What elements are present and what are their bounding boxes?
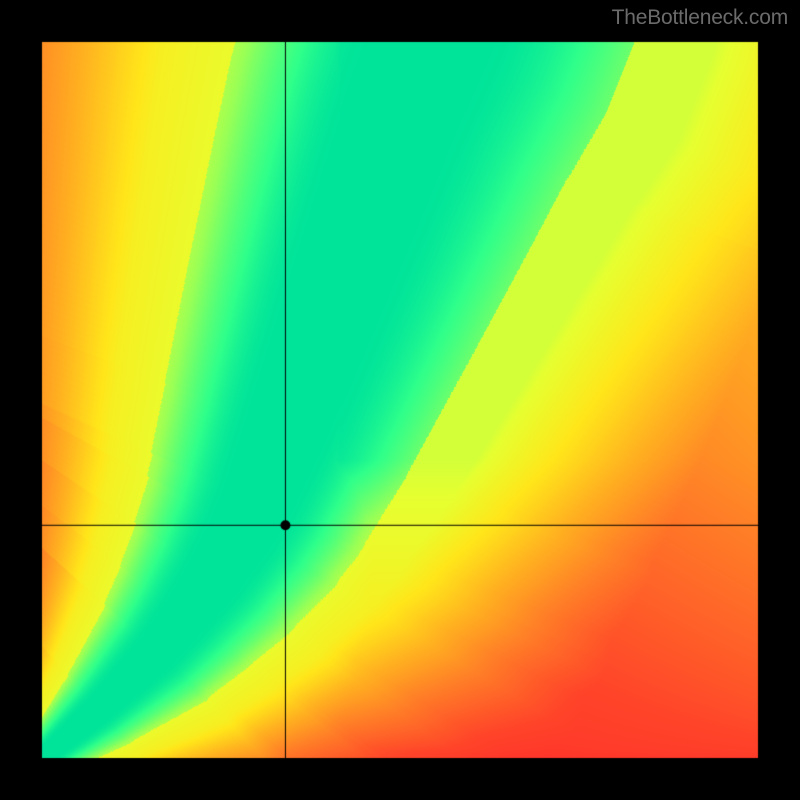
chart-container: TheBottleneck.com xyxy=(0,0,800,800)
heatmap-canvas xyxy=(0,0,800,800)
watermark-text: TheBottleneck.com xyxy=(612,6,788,30)
